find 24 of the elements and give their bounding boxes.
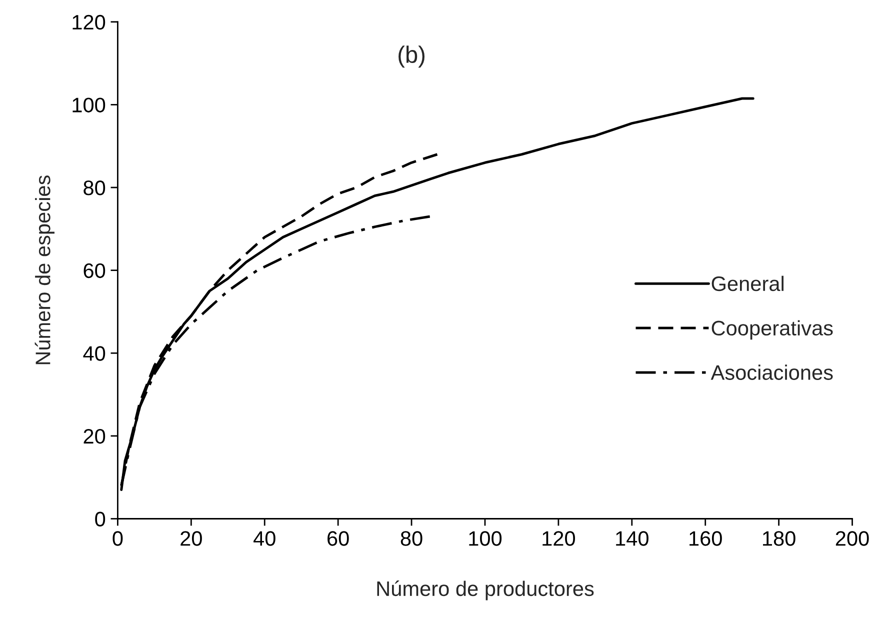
x-tick-label: 140 — [616, 531, 648, 546]
x-tick-label: 160 — [690, 531, 722, 546]
y-tick-label: 60 — [84, 263, 106, 278]
x-axis-title: Número de productores — [377, 580, 594, 600]
x-tick-label: 20 — [180, 531, 202, 546]
y-tick-label: 20 — [84, 428, 106, 444]
x-tick-label: 100 — [469, 531, 502, 546]
legend-label: Cooperativas — [712, 320, 833, 340]
legend-label: Asociaciones — [710, 364, 833, 380]
legend-label: General — [712, 276, 784, 292]
x-tick-label: 0 — [112, 531, 123, 546]
x-tick-label: 120 — [542, 531, 575, 546]
y-tick-label: 80 — [84, 180, 106, 196]
x-tick-label: 180 — [763, 531, 796, 546]
x-tick-label: 40 — [254, 531, 276, 546]
y-tick-label: 40 — [83, 346, 106, 361]
y-tick-label: 0 — [95, 512, 106, 527]
y-tick-label: 120 — [72, 14, 106, 30]
x-tick-label: 80 — [400, 531, 422, 546]
text: (b) — [398, 46, 424, 68]
x-tick-label: 60 — [328, 531, 349, 546]
x-tick-label: 200 — [836, 531, 869, 546]
y-tick-label: 100 — [72, 98, 106, 112]
y-axis-title: Número de especies — [34, 176, 54, 364]
